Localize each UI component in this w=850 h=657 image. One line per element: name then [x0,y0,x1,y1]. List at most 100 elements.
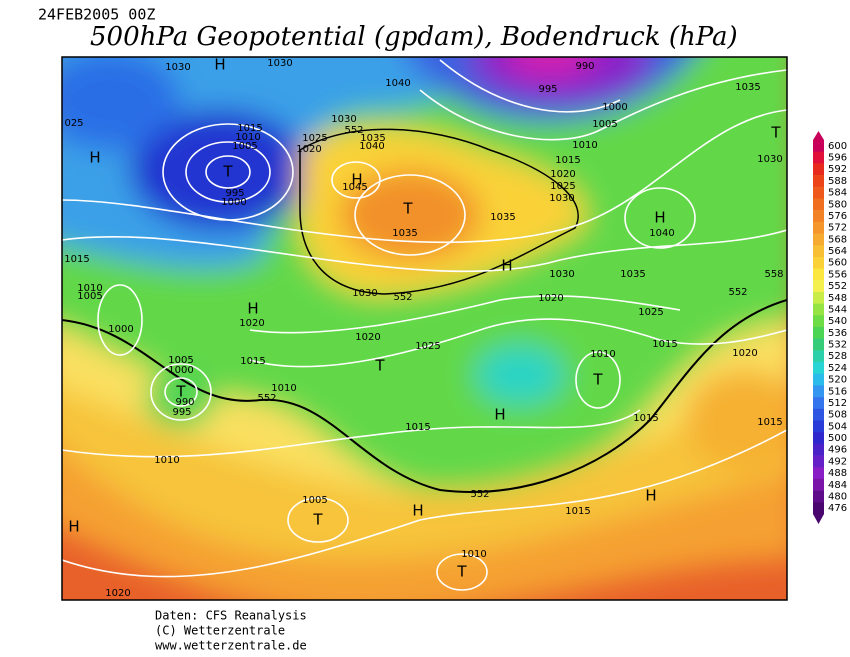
isobar-label: 1020 [732,348,757,359]
colorbar-label: 572 [828,223,847,234]
isobar-label: 1020 [239,318,264,329]
isobar-label: 558 [764,269,783,280]
colorbar-label: 488 [828,468,847,479]
isobar-label: 995 [172,407,191,418]
colorbar-box [813,408,824,421]
isobar-label: 1015 [565,506,590,517]
isobar-label: 1000 [602,102,627,113]
isobar-label: 1030 [549,269,574,280]
colorbar-box [813,467,824,480]
isobar-label: 1015 [555,155,580,166]
isobar-label: 1030 [331,114,356,125]
colorbar-label: 592 [828,164,847,175]
colorbar-box [813,350,824,363]
colorbar-box [813,420,824,433]
isobar-label: 990 [175,397,194,408]
colorbar-label: 484 [828,480,847,491]
colorbar-tip-top [813,131,824,140]
isobar-label: 1010 [235,132,260,143]
colorbar-box [813,373,824,386]
isobar-label: 1005 [232,141,257,152]
isobar-label: 1015 [405,422,430,433]
isobar-label: 1020 [105,588,130,599]
colorbar-box [813,175,824,188]
colorbar-box [813,280,824,293]
colorbar-label: 600 [828,141,847,152]
isobar-label: 1045 [342,182,367,193]
colorbar-label: 588 [828,176,847,187]
colorbar-box [813,198,824,211]
isobar-label: 552 [393,292,412,303]
isobar-label: 1025 [638,307,663,318]
isobar-label: 1035 [392,228,417,239]
colorbar-label: 544 [828,304,847,315]
isobar-label: 1035 [360,133,385,144]
colorbar-label: 556 [828,269,847,280]
isobar-label: 1005 [592,119,617,130]
isobar-label: 1015 [633,413,658,424]
isobar-label: 1015 [652,339,677,350]
isobar-label: 1015 [757,417,782,428]
isobar-label: 1000 [168,365,193,376]
isobar-label: 1000 [108,324,133,335]
pressure-center: T [312,511,323,529]
footer-line: www.wetterzentrale.de [155,639,307,653]
isobar-label: 995 [538,84,557,95]
colorbar-label: 504 [828,421,847,432]
isobar-label: 552 [728,287,747,298]
pressure-center: T [456,563,467,581]
isobar-label: 1010 [461,549,486,560]
colorbar-label: 576 [828,211,847,222]
isobar-label: 1005 [168,355,193,366]
isobar-label: 1025 [302,133,327,144]
isobar-label: 1030 [267,58,292,69]
pressure-center: H [645,487,656,505]
colorbar-box [813,443,824,456]
isobar-label: 1015 [237,123,262,134]
pressure-center: H [89,149,100,167]
isobar-label: 1040 [649,228,674,239]
colorbar-label: 496 [828,445,847,456]
isobar-label: 025 [64,118,83,129]
isobar-label: 1040 [359,141,384,152]
isobar-label: 1015 [240,356,265,367]
footer-line: Daten: CFS Reanalysis [155,609,307,623]
colorbar-label: 516 [828,386,847,397]
isobar-label: 1040 [385,78,410,89]
colorbar-label: 580 [828,199,847,210]
isobar-label: 1030 [757,154,782,165]
isobar-label: 1020 [550,169,575,180]
colorbar-label: 568 [828,234,847,245]
isobar-label: 1035 [490,212,515,223]
colorbar-label: 476 [828,503,847,514]
pressure-center: T [374,357,385,375]
colorbar-label: 492 [828,456,847,467]
colorbar-box [813,221,824,234]
isobar-label: 1005 [302,495,327,506]
pressure-center: H [214,56,225,74]
colorbar-box [813,338,824,351]
colorbar-label: 532 [828,340,847,351]
colorbar-label: 536 [828,328,847,339]
colorbar-label: 560 [828,258,847,269]
colorbar-box [813,502,824,515]
isobar-label: 1010 [572,140,597,151]
isobar-label: 1020 [538,293,563,304]
isobar-label: 1010 [154,455,179,466]
map-field [62,57,787,600]
isobar-label: 1000 [221,197,246,208]
pressure-center: T [402,200,413,218]
isobar-label: 1020 [355,332,380,343]
colorbar-box [813,163,824,176]
pressure-center: T [175,383,186,401]
pressure-center: H [247,300,258,318]
colorbar-box [813,233,824,246]
pressure-center: H [412,502,423,520]
colorbar-box [813,397,824,410]
isobar-label: 1010 [590,349,615,360]
colorbar-box [813,268,824,281]
colorbar-label: 512 [828,398,847,409]
isobar-label: 1025 [550,181,575,192]
pressure-center: T [770,124,781,142]
